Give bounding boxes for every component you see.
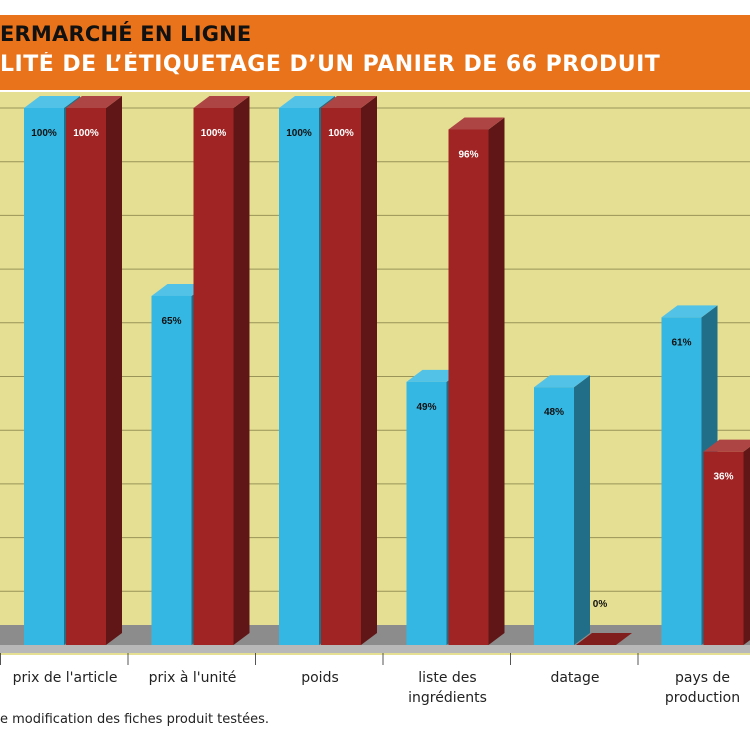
bar-front xyxy=(534,387,574,645)
bar-top xyxy=(703,439,750,452)
bar-red xyxy=(448,117,505,646)
category-label: datage xyxy=(550,670,600,686)
bar-front xyxy=(66,108,106,645)
footnote: e modification des fiches produit testée… xyxy=(0,712,270,727)
chart-subtitle: LITÉ DE L’ÉTIQUETAGE D’UN PANIER DE 66 P… xyxy=(0,52,661,77)
category-label: prix à l'unité xyxy=(148,670,237,686)
category-label: liste des ingrédients xyxy=(408,670,487,706)
bars xyxy=(24,96,750,646)
bar-red xyxy=(576,633,632,645)
value-label: 100% xyxy=(286,128,312,139)
chart-title: ERMARCHÉ EN LIGNE xyxy=(0,22,252,46)
bar-front xyxy=(193,108,234,645)
bar-front xyxy=(448,129,489,646)
bar-front xyxy=(321,108,361,645)
value-label: 36% xyxy=(713,472,733,483)
bar-front xyxy=(24,108,64,645)
bar-side xyxy=(488,117,505,646)
bar-top xyxy=(321,96,377,108)
bar-top xyxy=(661,305,718,318)
value-label: 96% xyxy=(458,149,478,160)
bar-side xyxy=(106,96,122,645)
value-label: 65% xyxy=(161,316,181,327)
value-label: 61% xyxy=(671,337,691,348)
bar-top xyxy=(66,96,122,108)
value-label: 100% xyxy=(201,128,227,139)
bar-top xyxy=(24,96,80,108)
bar-top xyxy=(448,117,505,130)
bar-front xyxy=(406,381,447,645)
category-separators xyxy=(0,653,639,665)
bar-side xyxy=(574,375,590,645)
bar-side xyxy=(233,96,250,645)
bar-red xyxy=(66,96,122,645)
bar-top xyxy=(534,375,590,388)
bar-red xyxy=(193,96,250,645)
value-label: 100% xyxy=(328,128,354,139)
title-banner xyxy=(0,15,750,90)
value-label: 0% xyxy=(593,599,608,610)
value-label: 48% xyxy=(544,407,564,418)
value-label: 100% xyxy=(31,128,57,139)
bar-flat xyxy=(576,633,632,645)
value-label: 100% xyxy=(73,128,99,139)
bar-red xyxy=(321,96,377,645)
category-label: poids xyxy=(301,670,339,686)
bar-top xyxy=(193,96,250,108)
category-label: pays de production xyxy=(664,670,741,706)
bar-front xyxy=(703,451,744,645)
value-labels: 100% 100% 65% 100% 100% 100% 49% 96% 48% 0% 61% 36% xyxy=(31,128,733,610)
bar-side xyxy=(361,96,377,645)
category-label: prix de l'article xyxy=(12,670,118,686)
bar-side xyxy=(743,446,750,645)
bar-front xyxy=(151,295,192,645)
bar-top xyxy=(279,96,335,108)
bar-blue xyxy=(534,375,590,645)
chart-floor-front xyxy=(0,645,750,653)
bar-red xyxy=(703,439,750,645)
bar-front xyxy=(661,317,702,645)
value-label: 49% xyxy=(416,402,436,413)
bar-front xyxy=(279,108,319,645)
